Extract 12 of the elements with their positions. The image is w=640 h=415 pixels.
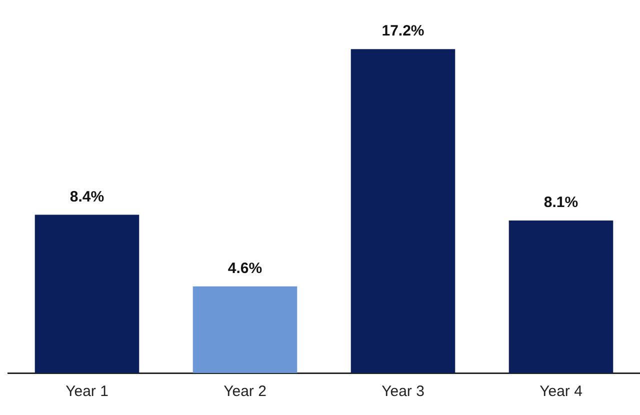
x-tick-label: Year 4	[540, 383, 582, 400]
bar	[34, 214, 140, 373]
data-label: 4.6%	[228, 260, 262, 278]
x-tick-label: Year 2	[224, 383, 266, 400]
data-label: 8.1%	[544, 194, 578, 212]
data-label: 17.2%	[382, 22, 424, 40]
bar	[192, 286, 298, 373]
x-tick-label: Year 1	[66, 383, 108, 400]
bar	[508, 220, 614, 373]
bar	[350, 49, 456, 373]
data-label: 8.4%	[70, 188, 104, 206]
x-tick-label: Year 3	[382, 383, 424, 400]
